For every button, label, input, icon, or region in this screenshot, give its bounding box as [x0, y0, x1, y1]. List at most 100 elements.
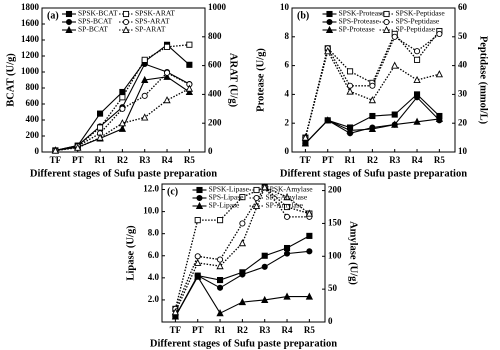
x-tick-label: TF [50, 155, 62, 165]
marker [391, 61, 399, 69]
marker [217, 217, 224, 224]
marker [171, 308, 180, 316]
legend-label: SPSK-Amylase [266, 185, 314, 194]
x-tick-label: TF [300, 155, 312, 165]
marker [141, 92, 148, 99]
x-tick-label: R3 [259, 325, 270, 335]
x-tick-label: PT [322, 155, 334, 165]
legend-label: SPS-Protease [339, 17, 380, 26]
y-axis-label: Lipase (U/g) [125, 225, 136, 281]
marker [141, 113, 149, 121]
y-tick-label: 2.0 [148, 294, 160, 304]
plot-frame [291, 7, 456, 153]
y2-tick-label: 600 [208, 60, 222, 70]
marker [194, 272, 202, 280]
y-axis-label: BCAT (U/g) [5, 53, 16, 107]
legend-label: SPSK-Peptidase [396, 9, 446, 18]
marker [163, 43, 171, 50]
y2-axis-label: Amylase (U/g) [348, 221, 359, 285]
marker [141, 56, 148, 63]
y-tick-label: 1200 [21, 50, 40, 60]
y-tick-label: 10 [280, 2, 290, 12]
y-tick-label: 4 [285, 88, 290, 98]
legend-label: SPSK-Protease [339, 9, 386, 18]
marker [283, 250, 291, 257]
y2-tick-label: 400 [208, 88, 222, 98]
marker [217, 284, 224, 291]
marker [185, 87, 194, 96]
marker [97, 124, 104, 131]
marker [118, 124, 127, 132]
y2-tick-label: 800 [208, 31, 222, 41]
y2-tick-label: 20 [458, 117, 468, 127]
marker [51, 146, 60, 154]
legend-marker [383, 18, 390, 26]
marker [216, 309, 224, 317]
legend-marker [326, 10, 333, 18]
marker [141, 75, 149, 84]
marker [239, 194, 246, 201]
marker [119, 105, 126, 112]
y2-tick-label: 150 [328, 217, 342, 227]
marker [306, 248, 313, 255]
marker [305, 209, 314, 217]
marker [413, 117, 421, 125]
y-tick-label: 400 [26, 114, 40, 124]
x-tick-label: R5 [304, 325, 315, 335]
y-tick-label: 200 [26, 130, 40, 140]
marker [324, 116, 332, 124]
y-axis-label: Protease (U/g) [255, 48, 266, 112]
marker [74, 143, 82, 151]
x-tick-label: R1 [345, 155, 356, 165]
legend-marker [65, 25, 73, 34]
panel-label: (c) [167, 186, 178, 197]
marker [163, 96, 171, 104]
marker [194, 258, 202, 266]
legend-label: SPS-Lipase [209, 193, 245, 202]
marker [283, 203, 291, 211]
marker [346, 126, 354, 134]
y-tick-label: 2 [285, 117, 290, 127]
marker [185, 84, 194, 92]
y-tick-label: 6 [285, 60, 290, 70]
y-tick-label: 1000 [21, 66, 40, 76]
x-tick-label: R3 [139, 155, 150, 165]
legend-label: SPS-ARAT [135, 17, 170, 26]
marker [324, 47, 332, 55]
legend-marker [253, 194, 260, 202]
marker [238, 239, 247, 247]
y-tick-label: 800 [26, 82, 40, 92]
marker [347, 68, 354, 75]
panel-label: (a) [47, 10, 59, 21]
marker [194, 253, 201, 260]
marker [283, 193, 291, 201]
legend-label: SPSK-ARAT [135, 9, 175, 18]
legend-label: SP-Protease [339, 25, 376, 34]
legend-label: SP-Amylase [266, 201, 304, 210]
legend-marker [196, 194, 203, 202]
x-tick-label: R1 [215, 325, 226, 335]
marker [118, 119, 127, 127]
legend-label: SP-ARAT [135, 25, 166, 34]
legend-marker [122, 25, 130, 34]
legend-marker [195, 201, 204, 210]
marker [436, 30, 443, 37]
legend-label: SPS-Peptidase [396, 17, 440, 26]
y2-tick-label: 1000 [208, 2, 227, 12]
legend-marker [122, 18, 130, 26]
chart-panel: 0 2 4 6 8 10 10 20 30 40 50 60 TF PT R1 R2 R3 R4 R5 Differe… [255, 2, 488, 179]
legend-label: SPS-BCAT [78, 17, 113, 26]
marker [391, 111, 398, 118]
marker [171, 312, 180, 320]
y2-tick-label: 200 [328, 185, 342, 195]
legend-marker [383, 10, 390, 18]
legend-marker [122, 10, 130, 18]
marker [413, 56, 421, 63]
marker [261, 252, 268, 259]
legend-label: SP-BCAT [78, 25, 108, 34]
legend-marker [196, 186, 203, 194]
marker [186, 61, 193, 68]
y2-tick-label: 10 [458, 146, 468, 156]
chart-panel: 2.0 4.0 6.0 8.0 10.0 12.0 0 50 100 150 200 TF PT R1 R2… [125, 183, 359, 349]
x-tick-label: R5 [434, 155, 445, 165]
